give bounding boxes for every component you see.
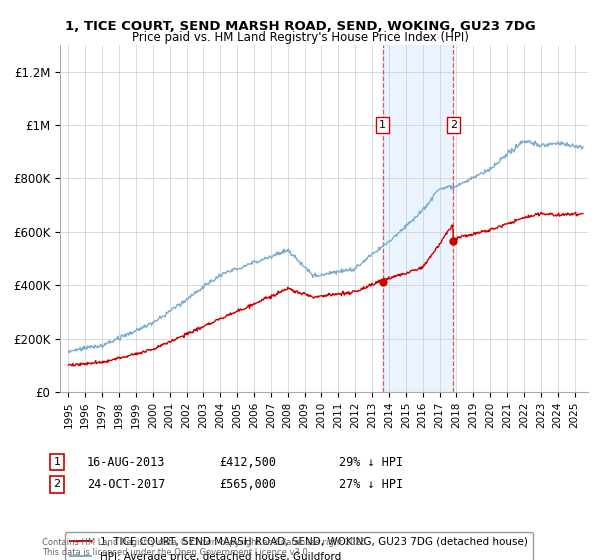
Text: 1: 1 [379, 120, 386, 130]
Text: 1, TICE COURT, SEND MARSH ROAD, SEND, WOKING, GU23 7DG: 1, TICE COURT, SEND MARSH ROAD, SEND, WO… [65, 20, 535, 32]
Text: 2: 2 [53, 479, 61, 489]
Text: 16-AUG-2013: 16-AUG-2013 [87, 455, 166, 469]
Text: Contains HM Land Registry data © Crown copyright and database right 2025.
This d: Contains HM Land Registry data © Crown c… [42, 538, 368, 557]
Text: 1: 1 [53, 457, 61, 467]
Text: £565,000: £565,000 [219, 478, 276, 491]
Text: £412,500: £412,500 [219, 455, 276, 469]
Text: 27% ↓ HPI: 27% ↓ HPI [339, 478, 403, 491]
Text: 2: 2 [450, 120, 457, 130]
Text: 24-OCT-2017: 24-OCT-2017 [87, 478, 166, 491]
Text: Price paid vs. HM Land Registry's House Price Index (HPI): Price paid vs. HM Land Registry's House … [131, 31, 469, 44]
Legend: 1, TICE COURT, SEND MARSH ROAD, SEND, WOKING, GU23 7DG (detached house), HPI: Av: 1, TICE COURT, SEND MARSH ROAD, SEND, WO… [65, 531, 533, 560]
Bar [383, 45, 454, 392]
Text: 29% ↓ HPI: 29% ↓ HPI [339, 455, 403, 469]
